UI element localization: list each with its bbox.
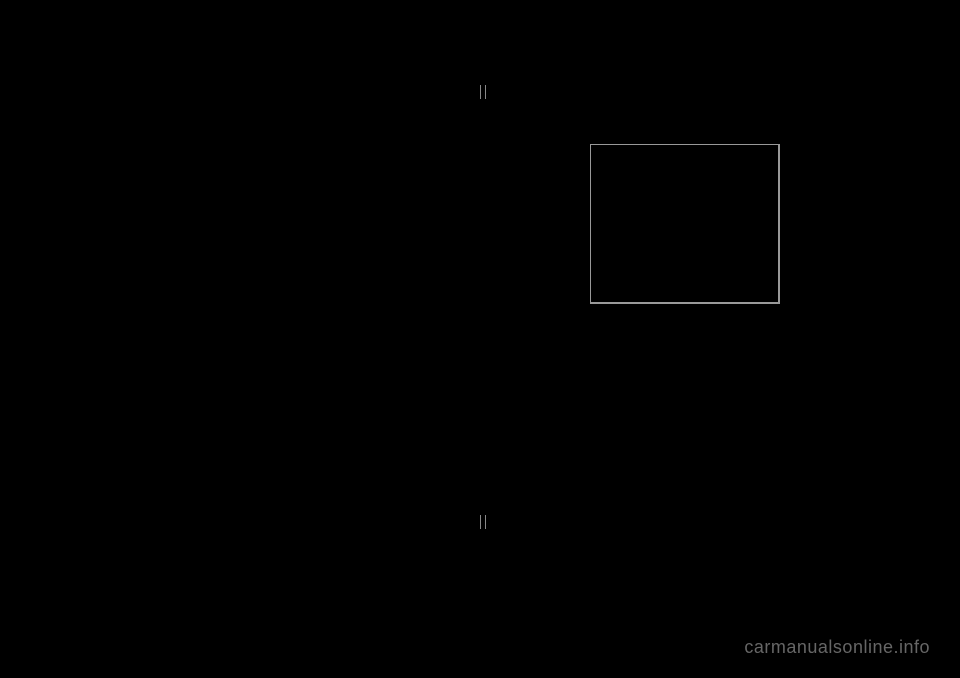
crop-mark-top — [480, 85, 486, 99]
figure-placeholder — [590, 144, 780, 304]
watermark-text: carmanualsonline.info — [744, 637, 930, 658]
crop-mark-bottom — [480, 515, 486, 529]
